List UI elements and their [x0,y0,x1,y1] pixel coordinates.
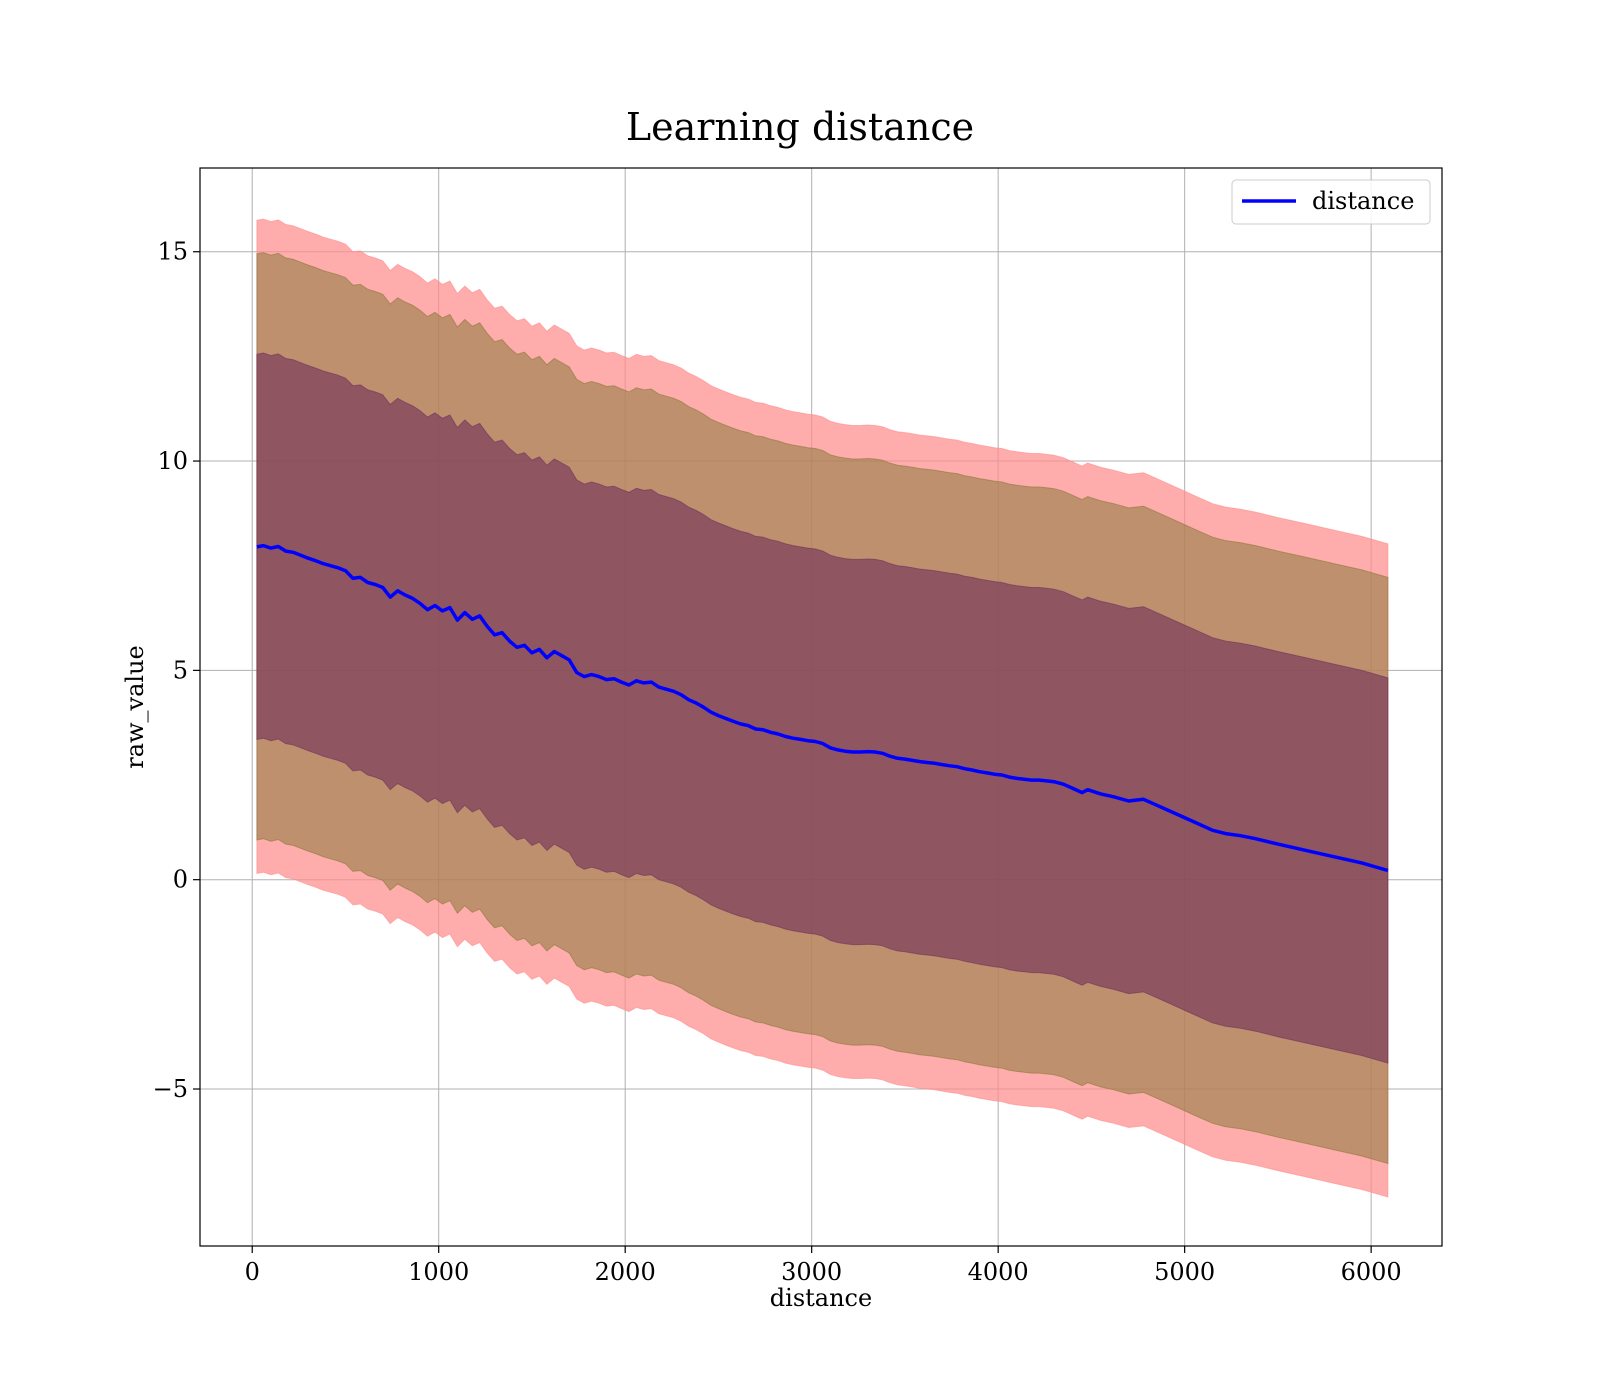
x-tick-label: 5000 [1154,1258,1215,1286]
x-tick-label: 4000 [968,1258,1029,1286]
legend-box [1231,179,1431,225]
y-tick-label: 0 [173,866,188,894]
x-tick-label: 0 [245,1258,260,1286]
y-tick-label: 5 [173,656,188,684]
x-tick-label: 6000 [1341,1258,1402,1286]
chart-title: Learning distance [626,105,974,149]
inner-band [256,352,1389,1064]
legend-label-distance: distance [1312,187,1414,215]
x-tick-label: 1000 [408,1258,469,1286]
x-axis-label: distance [770,1284,872,1312]
y-axis-label: raw_value [121,645,149,769]
y-axis-ticks: −5 0 5 10 15 [153,238,200,1103]
plot-frame [199,167,1443,1247]
series-line-distance [256,543,1389,873]
x-axis-ticks: 0 1000 2000 3000 4000 5000 6000 [245,1246,1402,1286]
y-tick-label: 10 [157,447,188,475]
y-tick-label: −5 [153,1075,188,1103]
spread-bands [256,218,1389,1198]
x-tick-label: 2000 [595,1258,656,1286]
legend: distance [1231,179,1431,225]
series-lines [256,543,1389,873]
x-tick-label: 3000 [781,1258,842,1286]
y-tick-label: 15 [157,238,188,266]
